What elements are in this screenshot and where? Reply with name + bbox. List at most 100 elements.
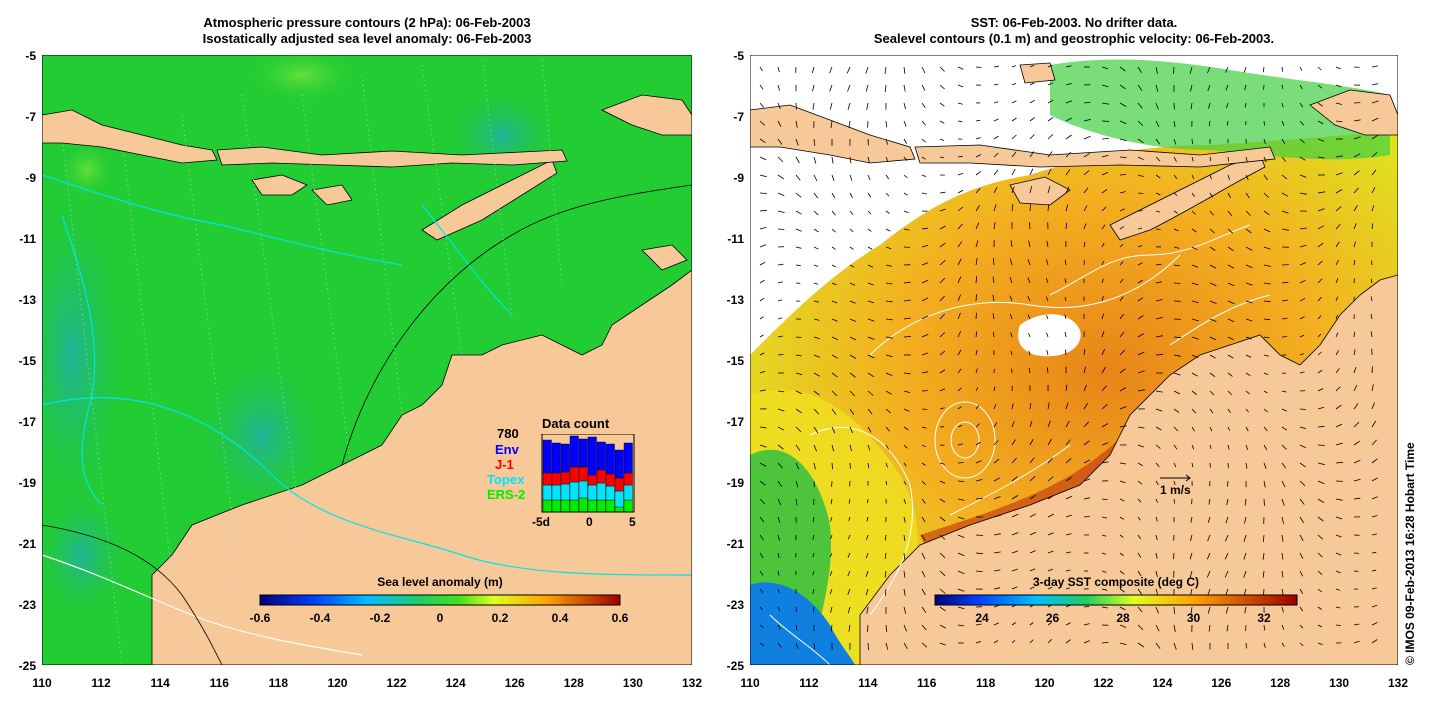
velocity-arrow — [939, 84, 945, 90]
velocity-arrow — [1046, 315, 1049, 320]
velocity-arrow — [1137, 192, 1144, 194]
velocity-arrow — [1209, 282, 1217, 287]
velocity-arrow — [1029, 222, 1031, 230]
velocity-arrow — [1029, 586, 1035, 590]
velocity-arrow — [1083, 170, 1090, 176]
velocity-arrow — [1137, 462, 1144, 467]
velocity-arrow — [1119, 516, 1125, 520]
velocity-arrow — [1244, 102, 1247, 108]
data-count-bar — [614, 506, 624, 513]
velocity-arrow — [1227, 282, 1235, 287]
velocity-arrow — [1191, 372, 1198, 377]
velocity-arrow — [1299, 156, 1306, 161]
velocity-arrow — [939, 120, 945, 124]
velocity-arrow — [1263, 228, 1271, 233]
velocity-arrow — [1281, 210, 1289, 214]
velocity-arrow — [777, 66, 780, 73]
velocity-arrow — [993, 533, 1001, 536]
velocity-arrow — [795, 156, 800, 164]
velocity-arrow — [1083, 241, 1086, 248]
velocity-arrow — [829, 552, 833, 558]
velocity-arrow — [1370, 331, 1373, 338]
data-count-bar — [542, 484, 552, 501]
velocity-arrow — [885, 228, 891, 232]
velocity-arrow — [1208, 120, 1211, 127]
velocity-arrow — [812, 570, 815, 576]
velocity-arrow — [1155, 408, 1163, 412]
velocity-arrow — [849, 390, 856, 397]
velocity-arrow — [849, 156, 852, 164]
velocity-arrow — [777, 263, 784, 266]
velocity-arrow — [1083, 384, 1087, 392]
velocity-arrow — [1245, 354, 1252, 358]
velocity-arrow — [1029, 168, 1034, 176]
velocity-arrow — [1317, 406, 1325, 410]
velocity-arrow — [1011, 403, 1014, 410]
velocity-arrow — [1371, 622, 1378, 626]
velocity-arrow — [1101, 171, 1109, 176]
velocity-arrow — [1371, 587, 1377, 590]
right-xtick: 110 — [740, 676, 760, 690]
velocity-arrow — [1299, 120, 1305, 126]
velocity-arrow — [1047, 116, 1054, 122]
velocity-arrow — [993, 422, 998, 428]
velocity-arrow — [831, 318, 838, 322]
velocity-arrow — [866, 102, 869, 110]
velocity-arrow — [903, 156, 908, 162]
right-xtick: 118 — [975, 676, 996, 690]
velocity-arrow — [1191, 264, 1199, 268]
velocity-arrow — [1335, 498, 1343, 501]
velocity-arrow — [831, 174, 835, 182]
velocity-arrow — [1245, 174, 1249, 181]
velocity-arrow — [1101, 588, 1108, 591]
velocity-arrow — [957, 294, 961, 302]
velocity-arrow — [847, 534, 851, 540]
velocity-arrow — [1119, 570, 1125, 575]
velocity-arrow — [1083, 605, 1090, 608]
velocity-arrow — [1011, 439, 1016, 446]
velocity-arrow — [847, 606, 851, 614]
velocity-arrow — [1173, 444, 1178, 450]
velocity-arrow — [975, 331, 978, 338]
velocity-arrow — [867, 120, 869, 128]
velocity-arrow — [1010, 350, 1013, 356]
velocity-arrow — [1263, 372, 1269, 375]
velocity-arrow — [1281, 138, 1286, 145]
velocity-arrow — [1353, 640, 1360, 644]
velocity-arrow — [831, 390, 838, 397]
data-count-bar — [587, 499, 597, 513]
velocity-arrow — [813, 336, 820, 340]
velocity-arrow — [939, 388, 945, 392]
velocity-arrow — [1065, 204, 1069, 212]
velocity-arrow — [1119, 368, 1126, 374]
velocity-arrow — [993, 65, 999, 68]
velocity-arrow — [1209, 390, 1215, 396]
velocity-arrow — [1028, 333, 1031, 338]
left-ytick: -23 — [18, 598, 36, 612]
velocity-arrow — [1047, 186, 1051, 194]
velocity-arrow — [993, 458, 1000, 464]
velocity-arrow — [1065, 477, 1072, 482]
velocity-arrow — [921, 606, 927, 614]
velocity-arrow — [1101, 366, 1106, 374]
velocity-arrow — [1317, 388, 1324, 392]
velocity-arrow — [831, 264, 836, 268]
velocity-arrow — [1262, 534, 1265, 543]
velocity-arrow — [939, 208, 946, 212]
data-count-max: 780 — [497, 426, 519, 441]
velocity-arrow — [1155, 390, 1163, 393]
velocity-arrow — [1317, 570, 1323, 575]
velocity-arrow — [1209, 192, 1213, 198]
velocity-arrow — [1317, 191, 1325, 194]
velocity-arrow — [1065, 186, 1070, 194]
velocity-arrow — [993, 169, 999, 176]
data-count-bar — [587, 484, 597, 501]
velocity-arrow — [1155, 120, 1160, 128]
velocity-arrow — [1281, 516, 1284, 524]
velocity-arrow — [939, 277, 946, 284]
velocity-arrow — [849, 174, 853, 181]
velocity-arrow — [1065, 439, 1071, 446]
velocity-arrow — [1245, 192, 1250, 199]
velocity-arrow — [1137, 534, 1141, 540]
velocity-arrow — [1207, 534, 1211, 542]
